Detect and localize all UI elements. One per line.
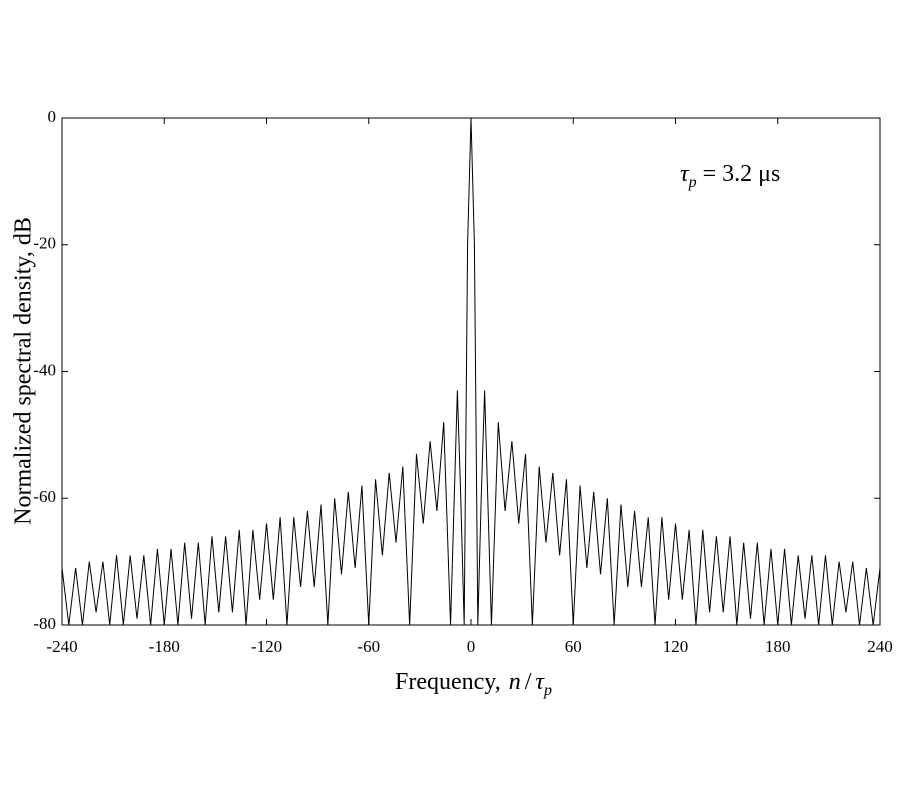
y-tick-label: -40 bbox=[33, 360, 56, 379]
x-axis-label: Frequency, n / τp bbox=[395, 669, 552, 699]
y-tick-label: -60 bbox=[33, 487, 56, 506]
x-tick-label: -120 bbox=[251, 637, 282, 656]
y-tick-label: -20 bbox=[33, 234, 56, 253]
x-tick-label: 60 bbox=[565, 637, 582, 656]
x-tick-label: -60 bbox=[357, 637, 380, 656]
y-tick-label: -80 bbox=[33, 614, 56, 633]
y-axis-label: Normalized spectral density, dB bbox=[11, 217, 37, 525]
x-tick-label: 180 bbox=[765, 637, 791, 656]
x-tick-label: 0 bbox=[467, 637, 476, 656]
spectrum-line bbox=[61, 117, 881, 626]
x-tick-label: 120 bbox=[663, 637, 689, 656]
x-tick-label: 240 bbox=[867, 637, 893, 656]
annotation: τp = 3.2 μs bbox=[680, 161, 780, 191]
plot-frame bbox=[61, 117, 881, 626]
x-tick-label: -180 bbox=[149, 637, 180, 656]
y-tick-label: 0 bbox=[48, 107, 57, 126]
x-tick-label: -240 bbox=[46, 637, 77, 656]
